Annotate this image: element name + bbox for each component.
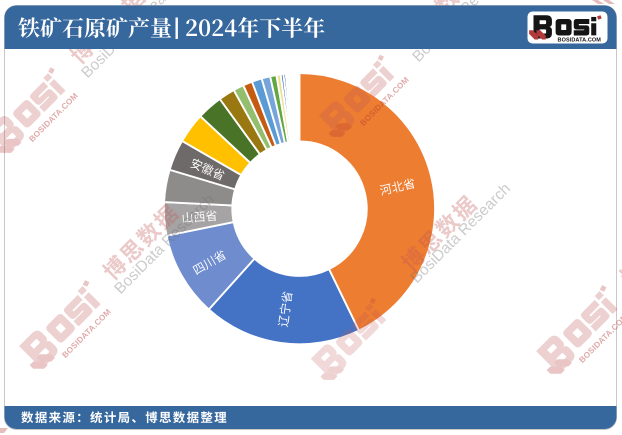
svg-text:BOSIDATA.COM: BOSIDATA.COM <box>558 37 602 43</box>
